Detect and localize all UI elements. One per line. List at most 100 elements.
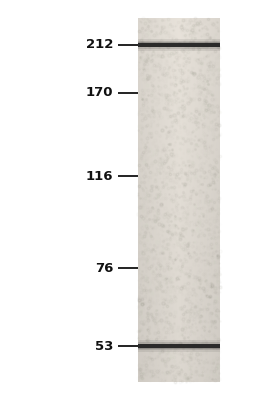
Polygon shape: [174, 302, 175, 309]
Polygon shape: [141, 375, 142, 382]
Polygon shape: [141, 76, 142, 84]
Polygon shape: [193, 186, 194, 193]
Polygon shape: [187, 295, 188, 302]
Polygon shape: [169, 54, 170, 62]
Polygon shape: [204, 222, 205, 229]
Polygon shape: [160, 164, 161, 171]
Polygon shape: [200, 113, 201, 120]
Polygon shape: [139, 105, 140, 113]
Polygon shape: [142, 25, 143, 32]
Polygon shape: [157, 76, 158, 84]
Polygon shape: [186, 62, 187, 69]
Polygon shape: [184, 69, 185, 76]
Polygon shape: [147, 236, 148, 244]
Polygon shape: [146, 171, 147, 178]
Polygon shape: [184, 273, 185, 280]
Polygon shape: [140, 98, 141, 105]
Polygon shape: [163, 295, 164, 302]
Polygon shape: [205, 156, 206, 164]
Polygon shape: [192, 316, 193, 324]
Polygon shape: [179, 105, 180, 113]
Polygon shape: [156, 76, 157, 84]
Polygon shape: [208, 324, 209, 331]
Polygon shape: [153, 236, 154, 244]
Polygon shape: [189, 186, 190, 193]
Polygon shape: [166, 40, 167, 47]
Polygon shape: [138, 258, 139, 266]
Polygon shape: [189, 149, 190, 156]
Polygon shape: [173, 127, 174, 134]
Polygon shape: [211, 287, 212, 295]
Polygon shape: [169, 229, 170, 236]
Polygon shape: [187, 368, 188, 375]
Polygon shape: [179, 346, 180, 353]
Polygon shape: [151, 214, 152, 222]
Polygon shape: [211, 142, 212, 149]
Polygon shape: [194, 200, 195, 207]
Polygon shape: [164, 142, 165, 149]
Polygon shape: [198, 178, 199, 186]
Polygon shape: [172, 54, 173, 62]
Polygon shape: [189, 346, 190, 353]
Polygon shape: [159, 76, 160, 84]
Polygon shape: [192, 178, 193, 186]
Polygon shape: [199, 18, 200, 25]
Polygon shape: [198, 360, 199, 368]
Polygon shape: [151, 229, 152, 236]
Polygon shape: [180, 287, 181, 295]
Polygon shape: [143, 236, 144, 244]
Polygon shape: [183, 236, 184, 244]
Polygon shape: [164, 222, 165, 229]
Polygon shape: [188, 113, 189, 120]
Polygon shape: [217, 40, 218, 47]
Polygon shape: [157, 193, 158, 200]
Polygon shape: [141, 214, 142, 222]
Polygon shape: [173, 62, 174, 69]
Polygon shape: [187, 266, 188, 273]
Polygon shape: [167, 280, 168, 287]
Polygon shape: [156, 134, 157, 142]
Polygon shape: [211, 375, 212, 382]
Polygon shape: [163, 69, 164, 76]
Polygon shape: [184, 84, 185, 91]
Polygon shape: [186, 98, 187, 105]
Polygon shape: [179, 360, 180, 368]
Polygon shape: [195, 353, 196, 360]
Polygon shape: [176, 178, 177, 186]
Polygon shape: [194, 316, 195, 324]
Polygon shape: [139, 54, 140, 62]
Polygon shape: [172, 266, 173, 273]
Bar: [138, 42, 220, 48]
Polygon shape: [145, 134, 146, 142]
Polygon shape: [142, 295, 143, 302]
Polygon shape: [208, 127, 209, 134]
Polygon shape: [201, 171, 202, 178]
Polygon shape: [199, 244, 200, 251]
Polygon shape: [202, 84, 203, 91]
Polygon shape: [143, 280, 144, 287]
Polygon shape: [207, 120, 208, 127]
Polygon shape: [184, 40, 185, 47]
Polygon shape: [153, 25, 154, 32]
Polygon shape: [156, 295, 157, 302]
Polygon shape: [145, 280, 146, 287]
Polygon shape: [206, 251, 207, 258]
Polygon shape: [160, 258, 161, 266]
Polygon shape: [172, 69, 173, 76]
Polygon shape: [176, 76, 177, 84]
Polygon shape: [145, 236, 146, 244]
Polygon shape: [209, 360, 210, 368]
Polygon shape: [169, 280, 170, 287]
Polygon shape: [195, 287, 196, 295]
Polygon shape: [138, 251, 139, 258]
Polygon shape: [150, 149, 151, 156]
Polygon shape: [178, 186, 179, 193]
Polygon shape: [189, 76, 190, 84]
Polygon shape: [204, 360, 205, 368]
Polygon shape: [181, 134, 182, 142]
Polygon shape: [148, 40, 149, 47]
Polygon shape: [201, 127, 202, 134]
Polygon shape: [155, 105, 156, 113]
Polygon shape: [189, 120, 190, 127]
Polygon shape: [190, 32, 191, 40]
